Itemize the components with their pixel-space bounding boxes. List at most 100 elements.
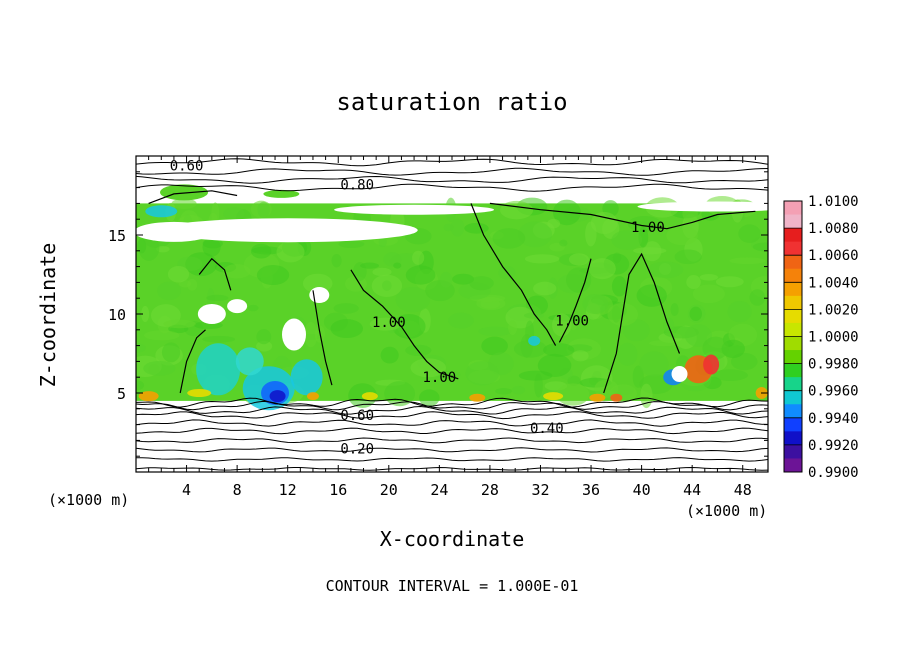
field-pocket — [290, 359, 323, 396]
colorbar-swatch — [784, 214, 802, 229]
field-pocket — [196, 343, 241, 396]
x-tick-label: 24 — [430, 481, 448, 499]
field-cell — [674, 249, 702, 265]
field-cell — [257, 201, 270, 218]
field-cell — [611, 275, 627, 297]
field-pocket — [589, 393, 606, 402]
colorbar-label: 0.9980 — [808, 357, 859, 373]
field-cell — [143, 330, 180, 341]
field-cell — [727, 300, 752, 323]
contour-lines — [136, 158, 768, 471]
field-cell — [304, 321, 318, 348]
field-cell — [500, 200, 534, 220]
field-cell — [157, 281, 182, 301]
contour-line — [148, 190, 238, 204]
x-axis-label-text: X-coordinate — [379, 527, 525, 551]
field-cell — [378, 236, 387, 248]
contour-line — [136, 411, 768, 420]
field-cell — [450, 218, 465, 237]
colorbar-label: 0.9960 — [808, 384, 859, 400]
field-pocket — [528, 335, 541, 346]
y-tick-label: 5 — [117, 385, 126, 403]
colorbar-swatch — [784, 417, 802, 432]
colorbar-swatch — [784, 377, 802, 392]
colorbar-swatch — [784, 241, 802, 256]
contour-label: 0.60 — [170, 158, 204, 174]
field-cell — [448, 312, 475, 329]
colorbar-swatch — [784, 268, 802, 283]
contour-label: 1.00 — [631, 220, 665, 236]
contour-label: 0.40 — [530, 421, 564, 437]
field-cell — [543, 343, 575, 357]
field-cell — [699, 273, 719, 281]
field-cell — [369, 317, 402, 331]
x-tick-label: 20 — [380, 481, 398, 499]
field-pocket — [610, 393, 623, 402]
colorbar-swatch — [784, 363, 802, 378]
contour-line — [136, 397, 768, 408]
field-cell — [223, 207, 245, 221]
field-cell — [537, 353, 572, 378]
contour-labels: 0.60 0.80 1.00 1.00 1.00 1.00 0.60 0.40 0.20 — [170, 158, 665, 457]
field-gap — [282, 318, 306, 351]
field-cell — [223, 264, 251, 279]
contour-line — [136, 405, 768, 415]
field-cell — [567, 375, 581, 386]
x-tick-label: 12 — [279, 481, 297, 499]
contour-line — [179, 329, 206, 394]
field-cell — [702, 336, 729, 360]
field-cell — [136, 380, 145, 391]
field-cell — [443, 223, 454, 232]
field-cell — [167, 265, 190, 283]
field-pocket — [145, 205, 178, 218]
colorbar: 1.0100 1.0080 1.0060 1.0040 1.0020 1.0000 0.99… — [783, 194, 859, 481]
colorbar-swatch — [784, 444, 802, 459]
field-gap — [309, 287, 330, 304]
field-cell — [633, 247, 667, 255]
x-tick-label: 4 — [182, 481, 191, 499]
contour-label: 0.60 — [340, 408, 374, 424]
contour-line — [136, 400, 768, 411]
field-pocket — [703, 354, 720, 375]
colorbar-swatch — [784, 282, 802, 297]
contour-line — [136, 457, 768, 462]
x-tick-label: 44 — [683, 481, 701, 499]
x-tick-label: 48 — [734, 481, 752, 499]
contour-line — [603, 252, 681, 394]
field-pocket — [306, 392, 319, 401]
contour-label: 1.00 — [423, 370, 457, 386]
field-cell — [636, 284, 667, 307]
contour-line — [136, 427, 768, 435]
x-tick-label: 40 — [633, 481, 651, 499]
y-axis-label: Z-coordinate — [36, 242, 60, 388]
contour-line — [136, 447, 768, 453]
field-cell — [552, 313, 572, 337]
colorbar-label: 0.9940 — [808, 411, 859, 427]
contour-line — [136, 183, 768, 192]
field-pocket — [361, 392, 378, 401]
contour-line — [136, 175, 768, 184]
field-cell — [508, 320, 518, 336]
field-cell — [392, 313, 426, 339]
field-cell — [738, 224, 761, 243]
field-cell — [627, 216, 662, 233]
field-pocket — [543, 392, 564, 401]
contour-line — [470, 203, 557, 346]
field-cell — [611, 230, 643, 250]
y-tick-label: 15 — [108, 227, 126, 245]
field-cell — [393, 262, 402, 269]
x-tick-label: 8 — [233, 481, 242, 499]
field-cell — [333, 303, 359, 314]
colorbar-swatch — [784, 255, 802, 270]
field-island — [160, 184, 209, 201]
colorbar-label: 0.9900 — [808, 465, 859, 481]
field-gap — [227, 299, 248, 314]
field-cell — [380, 346, 399, 364]
field-gap — [671, 366, 688, 383]
field-cell — [250, 243, 272, 259]
colorbar-label: 1.0080 — [808, 221, 859, 237]
field-cell — [594, 379, 619, 398]
field-cell — [465, 361, 499, 386]
field-cell — [533, 281, 557, 296]
